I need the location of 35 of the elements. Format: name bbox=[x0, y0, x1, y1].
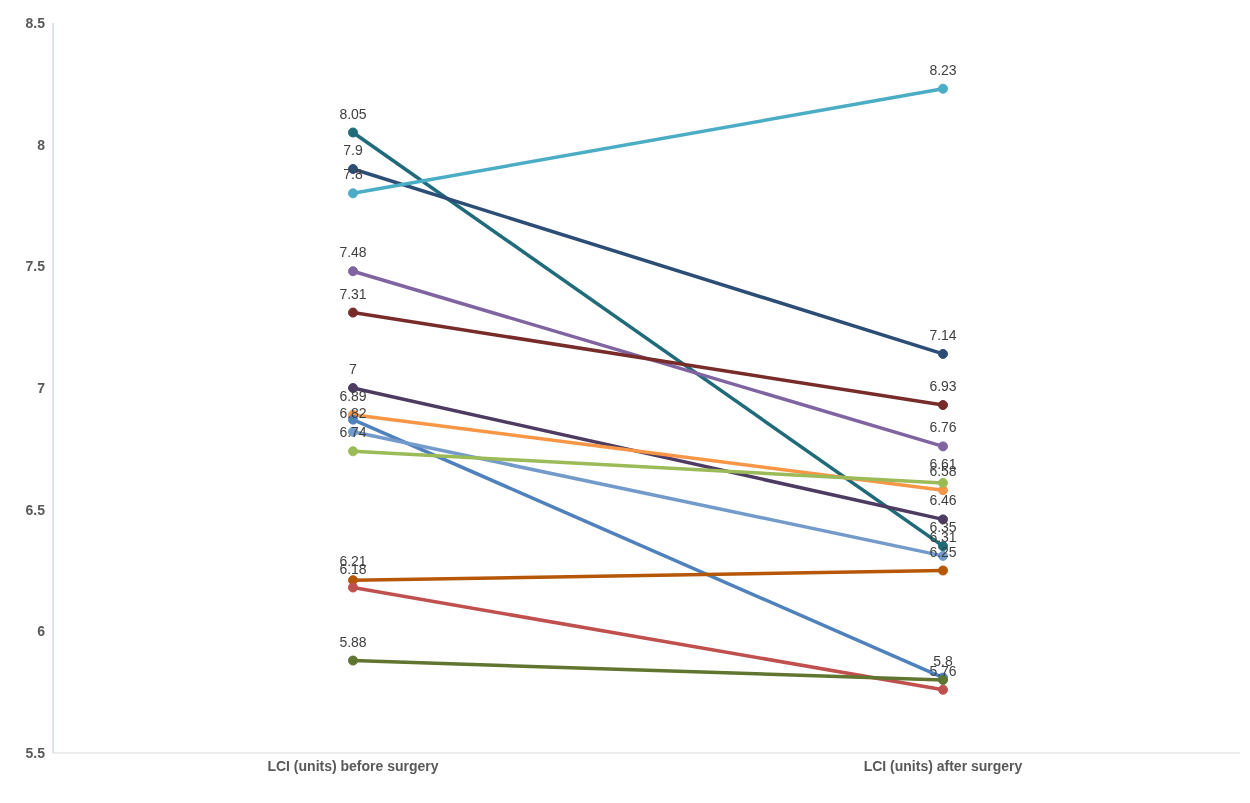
data-label: 7.9 bbox=[343, 142, 363, 158]
point bbox=[938, 400, 948, 411]
point bbox=[938, 684, 948, 695]
point bbox=[938, 565, 948, 576]
x-tick-label: LCI (units) after surgery bbox=[863, 757, 1023, 774]
point bbox=[348, 307, 358, 318]
data-label: 5.88 bbox=[339, 633, 367, 650]
data-label: 7.48 bbox=[339, 244, 367, 261]
x-tick-label: LCI (units) before surgery bbox=[267, 757, 439, 774]
y-tick-label: 8 bbox=[37, 136, 46, 153]
data-label: 6.93 bbox=[929, 378, 957, 395]
point bbox=[348, 655, 358, 666]
point bbox=[348, 266, 358, 277]
data-label: 6.46 bbox=[929, 492, 957, 509]
point bbox=[938, 83, 948, 94]
y-tick-label: 5.5 bbox=[25, 744, 46, 761]
data-label: 6.76 bbox=[929, 419, 957, 436]
y-tick-label: 6.5 bbox=[25, 501, 46, 518]
data-label: 7.14 bbox=[929, 326, 957, 343]
y-tick-label: 7.5 bbox=[25, 258, 46, 275]
point bbox=[348, 446, 358, 457]
data-label: 7 bbox=[349, 361, 358, 377]
point bbox=[938, 477, 948, 488]
data-label: 8.05 bbox=[339, 105, 367, 122]
point bbox=[348, 127, 358, 138]
y-tick-label: 6 bbox=[37, 623, 46, 640]
y-tick-label: 8.5 bbox=[25, 14, 46, 31]
point bbox=[348, 188, 358, 199]
y-tick-label: 7 bbox=[37, 379, 46, 396]
data-label: 8.23 bbox=[929, 61, 957, 78]
point bbox=[938, 348, 948, 359]
data-label: 7.31 bbox=[339, 285, 367, 302]
point bbox=[938, 441, 948, 452]
point bbox=[348, 582, 358, 593]
data-label: 6.89 bbox=[339, 387, 367, 404]
